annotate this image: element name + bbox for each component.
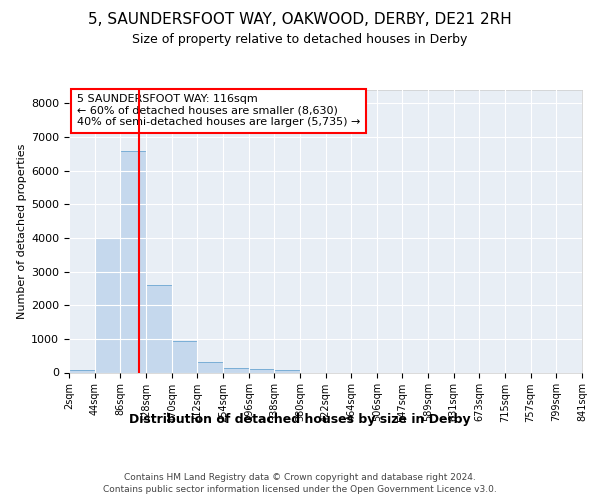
Bar bbox=[223, 368, 249, 372]
Bar bbox=[146, 285, 172, 372]
Text: 5 SAUNDERSFOOT WAY: 116sqm
← 60% of detached houses are smaller (8,630)
40% of s: 5 SAUNDERSFOOT WAY: 116sqm ← 60% of deta… bbox=[77, 94, 360, 128]
Bar bbox=[197, 362, 223, 372]
Bar bbox=[274, 370, 300, 372]
Y-axis label: Number of detached properties: Number of detached properties bbox=[17, 144, 27, 319]
Text: Contains HM Land Registry data © Crown copyright and database right 2024.: Contains HM Land Registry data © Crown c… bbox=[124, 472, 476, 482]
Bar bbox=[69, 370, 95, 372]
Text: 5, SAUNDERSFOOT WAY, OAKWOOD, DERBY, DE21 2RH: 5, SAUNDERSFOOT WAY, OAKWOOD, DERBY, DE2… bbox=[88, 12, 512, 28]
Text: Contains public sector information licensed under the Open Government Licence v3: Contains public sector information licen… bbox=[103, 485, 497, 494]
Bar bbox=[172, 340, 197, 372]
Bar bbox=[95, 238, 121, 372]
Text: Size of property relative to detached houses in Derby: Size of property relative to detached ho… bbox=[133, 32, 467, 46]
Bar bbox=[249, 369, 274, 372]
Text: Distribution of detached houses by size in Derby: Distribution of detached houses by size … bbox=[129, 412, 471, 426]
Bar bbox=[121, 151, 146, 372]
